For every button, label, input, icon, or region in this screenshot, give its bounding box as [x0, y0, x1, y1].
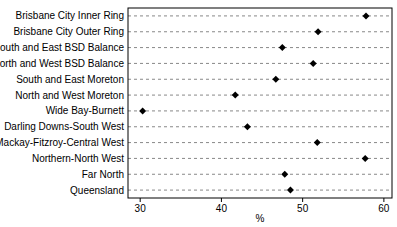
row-grid-line — [128, 47, 392, 48]
x-tick-label: 30 — [135, 203, 147, 214]
row-grid-line — [128, 63, 392, 64]
dot — [232, 92, 239, 99]
row-grid-line — [128, 110, 392, 111]
dot — [363, 12, 370, 19]
x-tick — [221, 198, 222, 202]
dot — [314, 139, 321, 146]
dot — [281, 171, 288, 178]
category-label: Far North — [82, 169, 124, 180]
x-tick — [383, 198, 384, 202]
row-grid-line — [128, 174, 392, 175]
dot — [362, 155, 369, 162]
dot — [279, 44, 286, 51]
dot — [244, 123, 251, 130]
dot — [139, 107, 146, 114]
row-grid-line — [128, 142, 392, 143]
category-label: Brisbane City Outer Ring — [13, 26, 124, 37]
row-grid-line — [128, 95, 392, 96]
category-label: South and East Moreton — [16, 74, 124, 85]
category-label: Northern-North West — [32, 153, 124, 164]
row-grid-line — [128, 158, 392, 159]
category-label: Darling Downs-South West — [4, 121, 124, 132]
x-tick — [140, 198, 141, 202]
category-label: North and West Moreton — [15, 90, 124, 101]
row-grid-line — [128, 190, 392, 191]
x-tick-label: 40 — [216, 203, 228, 214]
category-label: Wide Bay-Burnett — [46, 105, 125, 116]
dot — [315, 28, 322, 35]
x-tick-label: 60 — [378, 203, 390, 214]
plot-frame — [128, 8, 392, 198]
x-tick-label: 50 — [297, 203, 309, 214]
category-label: Queensland — [70, 185, 124, 196]
dot — [287, 187, 294, 194]
dot — [310, 60, 317, 67]
x-tick — [302, 198, 303, 202]
row-grid-line — [128, 15, 392, 16]
dot — [272, 76, 279, 83]
category-label: Mackay-Fitzroy-Central West — [0, 137, 124, 148]
marks — [139, 12, 369, 193]
row-grid-line — [128, 79, 392, 80]
category-label: Brisbane City Inner Ring — [16, 10, 124, 21]
chart: Brisbane City Inner Ring Brisbane City Ou… — [0, 0, 397, 227]
row-grid-line — [128, 31, 392, 32]
x-axis-label: % — [256, 213, 265, 224]
row-grid-line — [128, 126, 392, 127]
category-label: South and East BSD Balance — [0, 42, 124, 53]
category-label: North and West BSD Balance — [0, 58, 124, 69]
